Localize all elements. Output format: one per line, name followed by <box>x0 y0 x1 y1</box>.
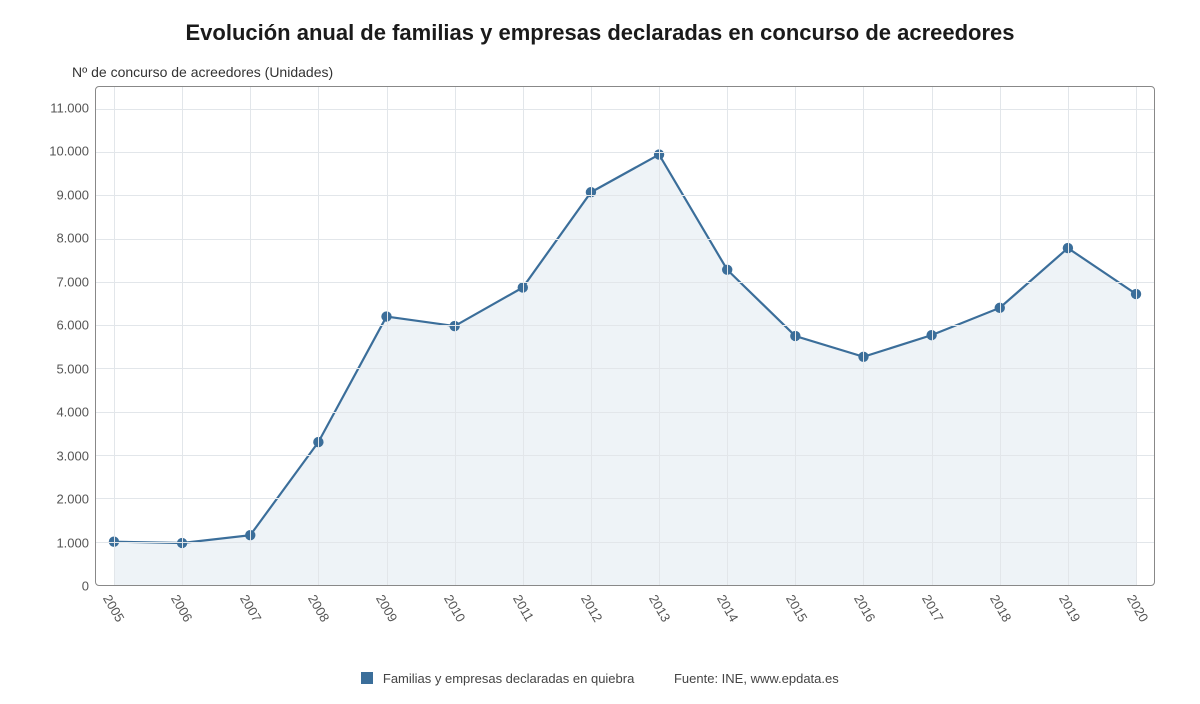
x-tick: 2007 <box>237 592 264 625</box>
y-tick: 9.000 <box>56 187 89 202</box>
x-tick: 2014 <box>714 592 741 625</box>
data-point <box>586 187 596 197</box>
data-point <box>313 437 323 447</box>
x-tick: 2020 <box>1124 592 1151 625</box>
y-tick: 2.000 <box>56 492 89 507</box>
y-tick: 11.000 <box>50 100 89 115</box>
series-svg <box>96 87 1154 585</box>
y-tick: 3.000 <box>56 448 89 463</box>
legend-label: Familias y empresas declaradas en quiebr… <box>383 671 634 686</box>
data-point <box>790 331 800 341</box>
x-tick: 2006 <box>168 592 195 625</box>
series-area <box>114 155 1136 585</box>
x-tick: 2010 <box>441 592 468 625</box>
data-point <box>381 311 391 321</box>
data-point <box>654 149 664 159</box>
x-tick: 2017 <box>919 592 946 625</box>
source-text: INE, www.epdata.es <box>722 671 839 686</box>
plot-wrap: 01.0002.0003.0004.0005.0006.0007.0008.00… <box>40 86 1155 586</box>
data-point <box>995 303 1005 313</box>
x-axis: 2005 2006 2007 2008 2009 2010 2011 2012 2013 2014… <box>95 586 1155 646</box>
x-tick: 2009 <box>373 592 400 625</box>
y-tick: 7.000 <box>56 274 89 289</box>
chart-container: Evolución anual de familias y empresas d… <box>0 0 1200 704</box>
data-point <box>518 282 528 292</box>
data-point <box>926 330 936 340</box>
x-tick: 2011 <box>510 592 537 624</box>
y-axis: 01.0002.0003.0004.0005.0006.0007.0008.00… <box>40 86 95 586</box>
x-tick: 2005 <box>100 592 127 625</box>
data-point <box>722 265 732 275</box>
data-point <box>449 321 459 331</box>
legend: Familias y empresas declaradas en quiebr… <box>361 671 638 686</box>
data-point <box>109 537 119 547</box>
x-tick: 2013 <box>646 592 673 625</box>
source: Fuente: INE, www.epdata.es <box>674 671 839 686</box>
x-tick: 2008 <box>305 592 332 625</box>
x-tick: 2012 <box>578 592 605 625</box>
x-tick: 2015 <box>783 592 810 625</box>
x-tick: 2019 <box>1056 592 1083 625</box>
plot-area <box>95 86 1155 586</box>
x-tick: 2018 <box>987 592 1014 625</box>
y-tick: 1.000 <box>56 535 89 550</box>
y-tick: 8.000 <box>56 231 89 246</box>
y-tick: 4.000 <box>56 405 89 420</box>
y-axis-label: Nº de concurso de acreedores (Unidades) <box>30 64 1170 80</box>
y-tick: 10.000 <box>49 144 89 159</box>
chart-footer: Familias y empresas declaradas en quiebr… <box>0 671 1200 686</box>
data-point <box>858 352 868 362</box>
x-tick: 2016 <box>851 592 878 625</box>
data-point <box>1131 289 1141 299</box>
data-point <box>245 530 255 540</box>
source-prefix: Fuente: <box>674 671 722 686</box>
y-tick: 5.000 <box>56 361 89 376</box>
legend-swatch <box>361 672 373 684</box>
y-tick: 0 <box>82 579 89 594</box>
data-point <box>1063 243 1073 253</box>
y-tick: 6.000 <box>56 318 89 333</box>
chart-title: Evolución anual de familias y empresas d… <box>30 20 1170 46</box>
data-point <box>177 538 187 548</box>
